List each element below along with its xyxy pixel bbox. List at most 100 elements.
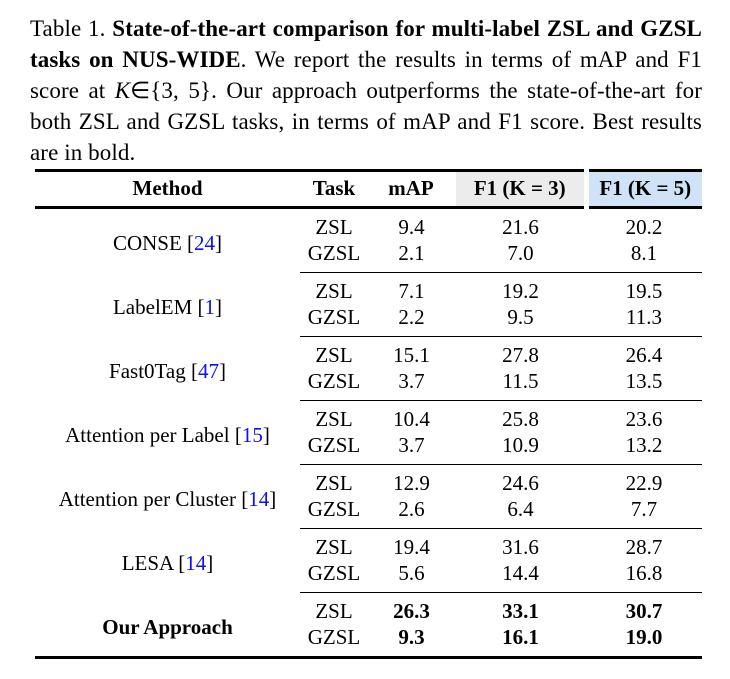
task-cell: ZSL [315,407,353,431]
method-name: Attention per Label [65,423,230,447]
map-value: 2.2 [368,304,455,337]
caption-text-a: . We report the results in terms of mAP … [30,47,702,103]
f1k3-value: 25.8 [502,407,539,431]
header-row: Method Task mAP F1 (K = 3) F1 (K = 5) [35,170,702,209]
col-header-method: Method [35,170,300,209]
bracket-close: ] [262,423,270,447]
map-value: 26.3 [393,599,430,623]
citation-link[interactable]: 24 [194,231,216,256]
caption-bold-title: State-of-the-art comparison for multi-la… [30,16,702,72]
method-cell-conse: CONSE [24] [35,208,300,273]
table-row: GZSL 5.6 14.4 16.8 [35,560,702,593]
f1k3-value: 7.0 [455,240,586,273]
method-name: LabelEM [112,295,193,319]
map-value: 2.1 [368,240,455,273]
method-cell-labelem: LabelEM [1] [35,273,300,337]
f1k3-value: 14.4 [455,560,586,593]
map-value: 7.1 [398,279,425,303]
method-name: Attention per Cluster [58,487,237,511]
f1k5-value: 19.5 [625,279,663,303]
task-cell: ZSL [315,215,353,239]
table-caption: Table 1. State-of-the-art comparison for… [30,13,702,168]
col-header-f1k5: F1 (K = 5) [586,170,702,209]
map-value: 5.6 [368,560,455,593]
bracket-open: [ [178,551,186,575]
bracket-close: ] [206,551,214,575]
bracket-open: [ [234,423,242,447]
method-name: Fast0Tag [109,359,186,383]
f1k5-value: 13.5 [586,368,702,401]
table-row: Attention per Label [15] ZSL 10.4 25.8 2… [35,401,702,447]
f1k3-value: 19.2 [502,279,539,303]
bracket-close: ] [218,359,226,383]
table-row: LESA [14] ZSL 19.4 31.6 28.7 [35,529,702,575]
f1k3-value: 27.8 [502,343,539,367]
citation-link[interactable]: 15 [241,423,263,447]
bracket-open: [ [241,487,249,511]
f1k5-value: 28.7 [625,535,663,559]
f1k3-value: 33.1 [502,599,539,623]
table-row: GZSL 2.1 7.0 8.1 [35,240,702,273]
table-row: Fast0Tag [47] ZSL 15.1 27.8 26.4 [35,337,702,383]
f1k3-value: 10.9 [455,432,586,465]
f1k3-value: 11.5 [455,368,586,401]
table-row: GZSL 3.7 10.9 13.2 [35,432,702,465]
method-name: LESA [121,551,174,575]
caption-text-b: . Our approach outperforms the state-of-… [30,78,702,165]
bracket-open: [ [187,231,195,256]
task-cell: ZSL [315,535,353,559]
map-value: 9.3 [398,625,425,649]
f1k5-value: 11.3 [586,304,702,337]
f1k5-value: 16.8 [586,560,702,593]
table-row: LabelEM [1] ZSL 7.1 19.2 19.5 [35,273,702,319]
table-row: GZSL 2.2 9.5 11.3 [35,304,702,337]
f1k3-value: 24.6 [502,471,539,495]
bracket-close: ] [269,487,277,511]
method-cell-lesa: LESA [14] [35,529,300,593]
f1k3-value: 6.4 [455,496,586,529]
task-cell: GZSL [300,368,368,401]
f1k5-value: 7.7 [586,496,702,529]
map-value: 9.4 [398,215,425,239]
f1k5-value: 23.6 [625,407,663,431]
task-cell: ZSL [315,279,353,303]
table-row: CONSE [24] ZSL 9.4 21.6 20.2 [35,208,702,255]
col-header-f1k3: F1 (K = 3) [454,170,589,209]
bracket-open: [ [197,295,205,319]
method-cell-our-approach: Our Approach [35,593,300,658]
task-cell: GZSL [300,304,368,337]
results-table: Method Task mAP F1 (K = 3) F1 (K = 5) CO… [35,169,702,659]
citation-link[interactable]: 1 [204,295,216,319]
task-cell: ZSL [315,343,353,367]
task-cell: ZSL [315,471,353,495]
bracket-close: ] [215,295,223,319]
task-cell: GZSL [300,496,368,529]
citation-link[interactable]: 47 [197,359,219,383]
task-cell: GZSL [307,625,361,649]
map-value: 19.4 [393,535,430,559]
map-value: 3.7 [368,368,455,401]
map-value: 3.7 [368,432,455,465]
method-name: Our Approach [102,614,233,639]
citation-link[interactable]: 14 [185,551,207,575]
citation-link[interactable]: 14 [248,487,270,511]
task-cell: GZSL [300,432,368,465]
method-cell-attention-per-label: Attention per Label [15] [35,401,300,465]
table-row: GZSL 3.7 11.5 13.5 [35,368,702,401]
map-value: 12.9 [393,471,430,495]
f1k3-value: 31.6 [502,535,539,559]
f1k3-value: 9.5 [455,304,586,337]
f1k5-value: 19.0 [625,625,663,649]
task-cell: GZSL [300,240,368,273]
f1k5-value: 26.4 [625,343,663,367]
table-row: Our Approach ZSL 26.3 33.1 30.7 [35,593,702,639]
table-row: GZSL 2.6 6.4 7.7 [35,496,702,529]
table-row: GZSL 9.3 16.1 19.0 [35,624,702,658]
f1k5-value: 8.1 [586,240,702,273]
bracket-open: [ [190,359,198,383]
f1k3-value: 21.6 [502,215,539,239]
method-name: CONSE [112,231,182,256]
task-cell: GZSL [300,560,368,593]
task-cell: ZSL [315,599,353,623]
